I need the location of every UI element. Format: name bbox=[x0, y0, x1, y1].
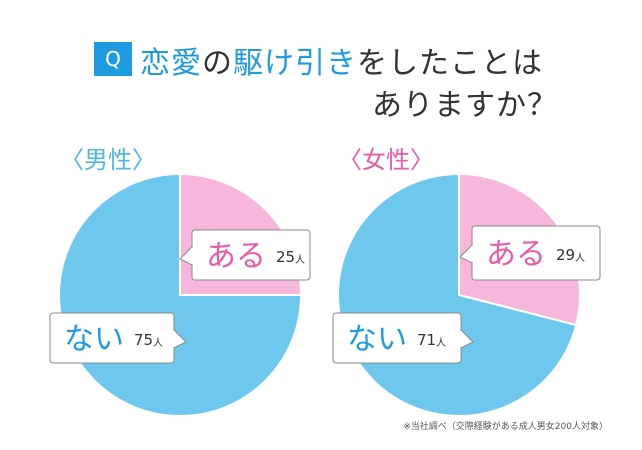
unit-label-male-aru: 人 bbox=[295, 254, 305, 266]
title-part-rest: をしたことは bbox=[357, 46, 543, 81]
footnote: ※当社調べ（交際経験がある成人男女200人対象） bbox=[403, 422, 608, 432]
data-label-male-aru: 25 bbox=[276, 248, 295, 266]
callout-label-male-nai: ない bbox=[64, 322, 124, 357]
callout-label-female-aru: ある bbox=[486, 237, 546, 272]
data-label-male-nai: 75 bbox=[134, 331, 153, 349]
callout-male-aru: ある 25 人 bbox=[179, 229, 311, 281]
chart-title-female: 〈女性〉 bbox=[338, 146, 434, 174]
unit-label-male-nai: 人 bbox=[153, 337, 163, 349]
question-title-line-2: ありますか？ bbox=[372, 88, 558, 123]
title-part-kakehiki: 駆け引き bbox=[233, 46, 357, 81]
data-label-female-nai: 71 bbox=[417, 331, 436, 349]
callout-label-male-aru: ある bbox=[206, 239, 266, 274]
unit-label-female-aru: 人 bbox=[575, 252, 585, 264]
data-label-female-aru: 29 bbox=[556, 246, 575, 264]
question-badge: Q bbox=[94, 42, 132, 76]
question-title-line-1: 恋愛の駆け引きをしたことは bbox=[140, 38, 543, 82]
callout-male-nai: ない 75 人 bbox=[49, 312, 187, 364]
callout-female-nai: ない 71 人 bbox=[332, 312, 474, 364]
title-part-no: の bbox=[202, 46, 233, 81]
unit-label-female-nai: 人 bbox=[436, 337, 446, 349]
callout-female-aru: ある 29 人 bbox=[459, 225, 601, 281]
title-part-renai: 恋愛 bbox=[140, 46, 202, 81]
chart-title-male: 〈男性〉 bbox=[60, 146, 156, 174]
callout-label-female-nai: ない bbox=[347, 322, 407, 357]
